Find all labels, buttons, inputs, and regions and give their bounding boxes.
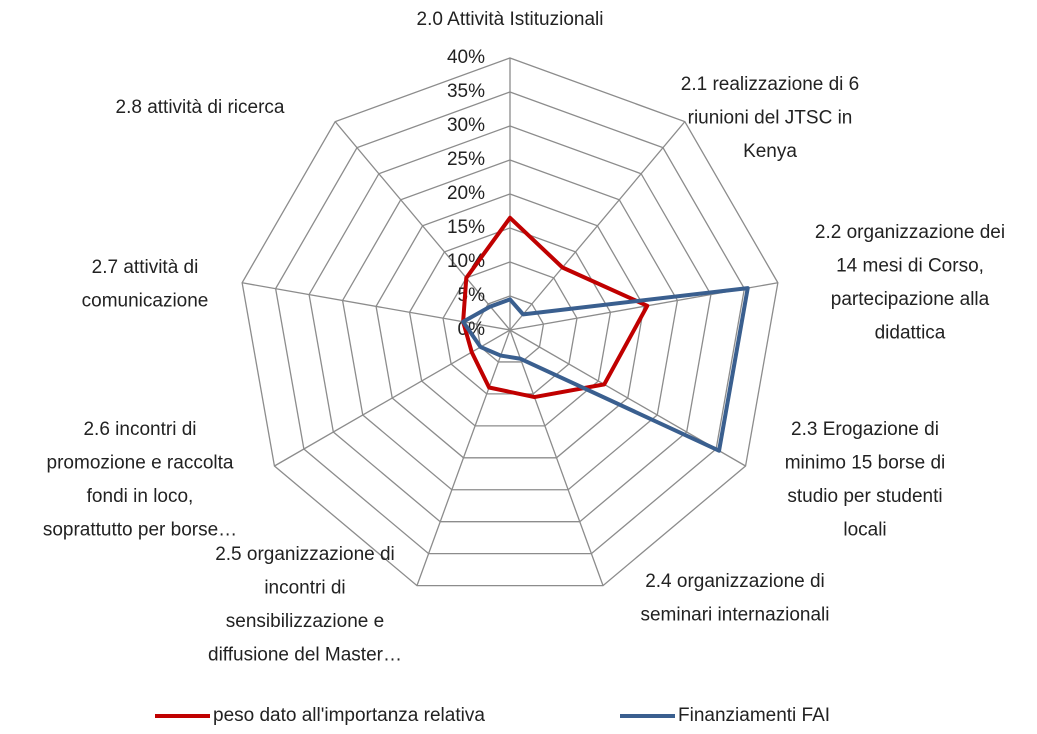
grid-ring [274, 91, 746, 555]
category-label: 2.3 Erogazione di [791, 419, 939, 440]
y-tick-label: 25% [447, 149, 485, 170]
category-label: fondi in loco, [87, 486, 194, 507]
spoke [509, 121, 686, 331]
y-tick-label: 30% [447, 115, 485, 136]
category-label: locali [843, 520, 886, 541]
series-line [461, 215, 650, 400]
series-line [461, 286, 750, 453]
category-label: 2.4 organizzazione di [645, 571, 825, 592]
category-label: partecipazione alla [831, 289, 990, 310]
category-label: didattica [875, 323, 946, 344]
category-label: 2.1 realizzazione di 6 [681, 74, 860, 95]
category-label: 2.6 incontri di [83, 419, 196, 440]
spoke [334, 121, 511, 331]
grid-ring [241, 57, 779, 587]
y-tick-label: 40% [447, 47, 485, 68]
category-label: incontri di [264, 578, 345, 599]
legend-label: Finanziamenti FAI [678, 705, 830, 726]
category-label: studio per studenti [787, 486, 942, 507]
y-tick-label: 35% [447, 81, 485, 102]
grid-ring [308, 125, 712, 523]
category-label: 2.5 organizzazione di [215, 544, 395, 565]
category-label: 2.8 attività di ricerca [116, 97, 285, 118]
spoke [416, 329, 511, 586]
legend-label: peso dato all'importanza relativa [213, 705, 485, 726]
grid-ring [341, 159, 679, 491]
category-label: comunicazione [82, 291, 209, 312]
y-tick-label: 20% [447, 183, 485, 204]
category-label: seminari internazionali [640, 605, 829, 626]
category-label: promozione e raccolta [47, 453, 234, 474]
spoke [274, 329, 511, 467]
category-label: sensibilizzazione e [226, 611, 384, 632]
category-label: 2.2 organizzazione dei [815, 222, 1005, 243]
category-label: Kenya [743, 141, 797, 162]
category-label: 2.7 attività di [92, 257, 199, 278]
category-label: riunioni del JTSC in [688, 108, 853, 129]
category-label: 14 mesi di Corso, [836, 256, 984, 277]
category-label: 2.0 Attività Istituzionali [417, 9, 604, 30]
category-label: diffusione del Master… [208, 645, 402, 666]
y-tick-label: 5% [458, 285, 486, 306]
category-label: soprattutto per borse… [43, 520, 237, 541]
spoke [509, 329, 604, 586]
y-tick-label: 15% [447, 217, 485, 238]
category-label: minimo 15 borse di [785, 453, 946, 474]
grid-ring [375, 193, 645, 459]
